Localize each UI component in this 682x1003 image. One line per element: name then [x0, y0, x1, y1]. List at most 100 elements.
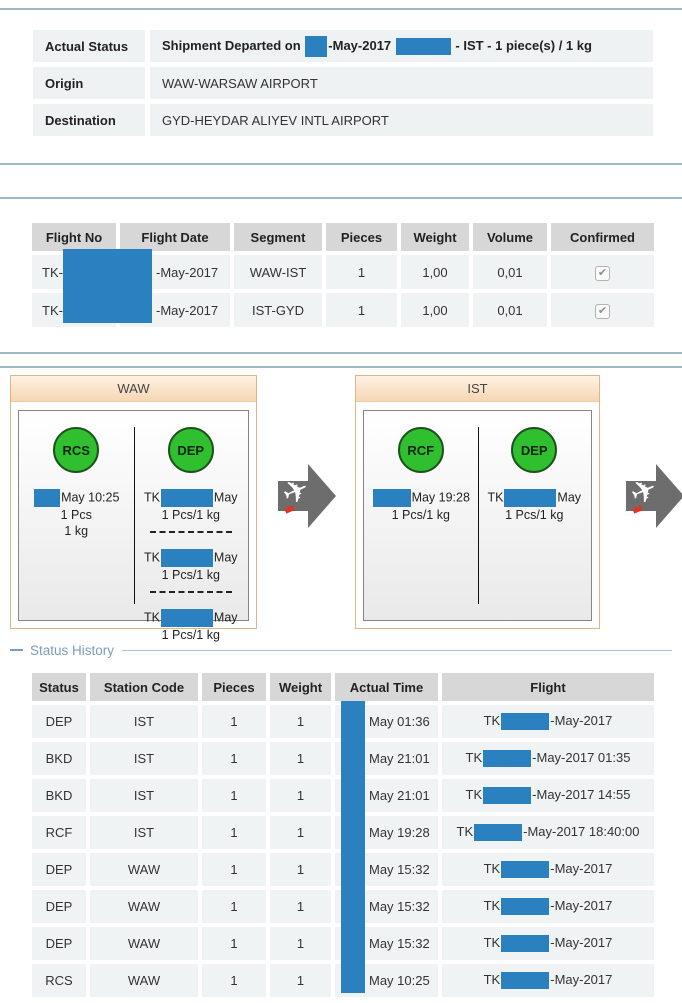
confirmed-cell: ✔ [551, 293, 654, 327]
weight-cell: 1,00 [401, 293, 469, 327]
station-panel-waw: WAW RCS May 10:25 1 Pcs 1 kg DEP TK May 1 Pcs/1… [10, 375, 257, 642]
station-column-dep: DEP TK May 1 Pcs/1 kg [478, 411, 592, 620]
confirmed-cell: ✔ [551, 255, 654, 289]
confirmed-checkbox[interactable]: ✔ [595, 265, 610, 281]
weight-cell: 1 [270, 890, 331, 923]
text: -May-2017 [550, 860, 613, 876]
station-code-cell: WAW [90, 853, 198, 886]
entry-flight-line: TK May [134, 489, 249, 507]
flight-column-header: Pieces [326, 223, 397, 251]
entry-detail-line: 1 Pcs [60, 508, 92, 522]
section-divider [0, 352, 682, 354]
redaction-box [501, 861, 550, 879]
station-column-dep: DEP TK May 1 Pcs/1 kg TK May 1 Pcs/1 kg TK May 1 … [134, 411, 249, 642]
text: May [557, 490, 582, 505]
text: May [213, 610, 238, 625]
legend-line [122, 649, 672, 651]
status-history-section: Status Station Code Pieces Weight Actual Tim… [28, 669, 658, 1001]
volume-cell: 0,01 [473, 255, 547, 289]
entry-detail-line: 1 Pcs/1 kg [161, 568, 220, 582]
flight-entry: TK May 1 Pcs/1 kg [478, 489, 592, 523]
pieces-cell: 1 [326, 255, 397, 289]
flight-entry: TK May 1 Pcs/1 kg [134, 489, 249, 523]
confirmed-checkbox[interactable]: ✔ [595, 303, 610, 319]
flight-column-header: Volume [473, 223, 547, 251]
entry-flight-line: May 19:28 [364, 489, 478, 507]
column-divider [133, 427, 135, 604]
flight-list: Flight No Flight Date Segment Pieces Weight V… [28, 219, 658, 331]
redaction-box [501, 898, 550, 916]
pieces-cell: 1 [202, 705, 266, 738]
entry-detail-line: 1 Pcs/1 kg [161, 628, 220, 642]
status-history-title: Status History [30, 642, 115, 658]
flight-cell: TK -May-2017 [442, 853, 654, 886]
flight-arrow-icon: ✈ [277, 457, 338, 535]
station-panel-body: RCF May 19:28 1 Pcs/1 kg DEP TK May 1 Pcs/1 kg [363, 410, 592, 621]
redaction-box [501, 713, 550, 731]
weight-cell: 1 [270, 705, 331, 738]
weight-cell: 1 [270, 964, 331, 997]
entry-flight-line: May 10:25 [19, 489, 134, 507]
summary-label: Destination [33, 104, 145, 136]
flight-cell: TK -May-2017 01:35 [442, 742, 654, 775]
history-row: RCS WAW 1 1 May 10:25 TK -May-2017 [32, 964, 654, 997]
status-cell: BKD [32, 779, 86, 812]
text: WAW-WARSAW AIRPORT [162, 75, 318, 91]
route-station-panels: WAW RCS May 10:25 1 Pcs 1 kg DEP TK May 1 Pcs/1… [0, 375, 682, 642]
status-history-table: Status Station Code Pieces Weight Actual Tim… [28, 669, 658, 1001]
flight-entry: May 19:28 1 Pcs/1 kg [364, 489, 478, 523]
text: -May-2017 18:40:00 [523, 823, 640, 839]
text: TK [483, 897, 501, 913]
status-circle-rcf: RCF [397, 427, 444, 473]
flight-cell: TK -May-2017 [442, 927, 654, 960]
flight-cell: TK -May-2017 18:40:00 [442, 816, 654, 849]
text: -May-2017 [550, 897, 613, 913]
summary-row: Actual Status Shipment Departed on -May-2… [33, 30, 653, 62]
text: -May-2017 [550, 934, 613, 950]
redaction-box [483, 750, 532, 768]
text: GYD-HEYDAR ALIYEV INTL AIRPORT [162, 112, 389, 128]
redaction-box [305, 35, 328, 57]
text: TK [465, 786, 483, 802]
entry-separator [149, 591, 232, 593]
flight-table-header-row: Flight No Flight Date Segment Pieces Weight V… [32, 223, 654, 251]
flight-column-header: Flight Date [120, 223, 230, 251]
pieces-cell: 1 [202, 742, 266, 775]
text: TK [483, 934, 501, 950]
pieces-cell: 1 [202, 890, 266, 923]
entry-detail-line: 1 Pcs/1 kg [391, 508, 450, 522]
entry-flight-line: TK May [478, 489, 592, 507]
station-code-cell: WAW [90, 927, 198, 960]
station-column-rcf: RCF May 19:28 1 Pcs/1 kg [364, 411, 478, 620]
text: May [213, 550, 238, 565]
status-cell: BKD [32, 742, 86, 775]
text: TK [483, 971, 501, 987]
redaction-box [474, 824, 523, 842]
weight-cell: 1,00 [401, 255, 469, 289]
redaction-box [160, 489, 213, 507]
shipment-summary: Actual Status Shipment Departed on -May-2… [28, 25, 658, 141]
section-divider [0, 366, 682, 368]
pieces-cell: 1 [202, 816, 266, 849]
text: -May-2017 01:35 [532, 749, 631, 765]
history-column-header: Status [32, 673, 86, 701]
history-row: BKD IST 1 1 May 21:01 TK -May-2017 14:55 [32, 779, 654, 812]
text: TK [456, 823, 474, 839]
status-cell: DEP [32, 890, 86, 923]
redaction-box [395, 37, 451, 55]
weight-cell: 1 [270, 853, 331, 886]
segment-cell: WAW-IST [234, 255, 322, 289]
shipment-summary-table: Actual Status Shipment Departed on -May-2… [28, 25, 658, 141]
text: TK [143, 490, 160, 505]
weight-cell: 1 [270, 742, 331, 775]
flight-entry: May 10:25 1 Pcs 1 kg [19, 489, 134, 539]
station-code-cell: WAW [90, 964, 198, 997]
text: May 19:28 [411, 490, 470, 505]
entry-detail-line: 1 Pcs/1 kg [161, 508, 220, 522]
legend-dash [10, 649, 23, 651]
summary-value: GYD-HEYDAR ALIYEV INTL AIRPORT [150, 104, 653, 136]
summary-value: Shipment Departed on -May-2017 - IST - 1… [150, 30, 653, 62]
history-column-header: Weight [270, 673, 331, 701]
text: -May-2017 [550, 971, 613, 987]
